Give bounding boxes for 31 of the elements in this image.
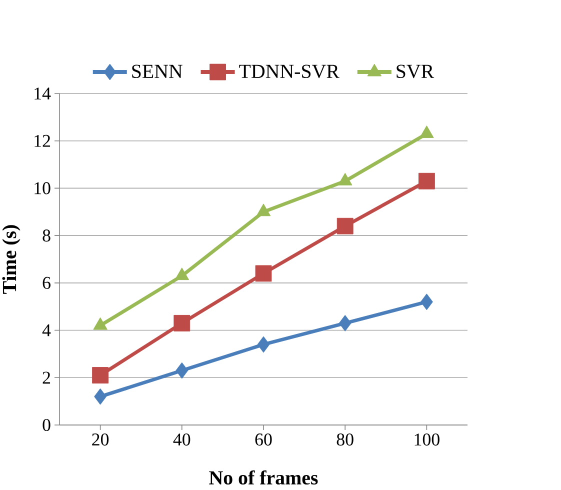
point <box>338 314 352 332</box>
x-tick-label: 80 <box>336 433 354 446</box>
point <box>420 294 433 310</box>
x-tick-label: 20 <box>92 433 109 446</box>
y-tick-label: 14 <box>34 87 51 100</box>
point <box>174 314 190 332</box>
point <box>420 125 434 138</box>
x-tick-label: 40 <box>173 433 190 446</box>
x-tick-label: 100 <box>414 433 440 446</box>
y-tick-label: 12 <box>34 134 50 147</box>
y-tick-label: 4 <box>42 324 51 336</box>
y-axis-title: Time (s) <box>2 225 20 294</box>
point <box>338 172 352 186</box>
y-tick-label: 2 <box>42 372 50 384</box>
legend-label: SVR <box>396 64 434 78</box>
point <box>336 218 354 234</box>
y-tick-label: 0 <box>42 418 50 431</box>
y-tick-label: 8 <box>42 229 50 242</box>
legend-label: TDNN-SVR <box>239 64 340 78</box>
y-tick-label: 6 <box>42 276 50 289</box>
legend-label: SENN <box>132 64 182 78</box>
x-axis-title: No of frames <box>209 470 318 484</box>
y-tick-label: 10 <box>34 182 50 194</box>
point <box>255 265 272 282</box>
point <box>176 362 188 379</box>
point <box>92 366 109 384</box>
x-tick-label: 60 <box>255 433 272 446</box>
point <box>174 268 190 280</box>
point <box>257 336 270 353</box>
point <box>94 388 107 405</box>
point <box>256 204 271 216</box>
